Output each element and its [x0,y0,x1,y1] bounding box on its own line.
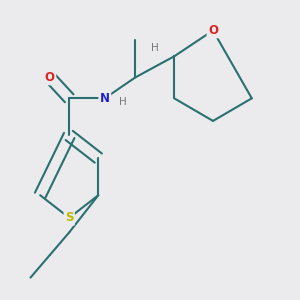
Text: O: O [208,24,218,37]
Text: S: S [65,211,74,224]
Text: H: H [151,43,159,53]
Text: H: H [119,97,126,106]
Text: N: N [100,92,110,105]
Text: O: O [45,71,55,84]
